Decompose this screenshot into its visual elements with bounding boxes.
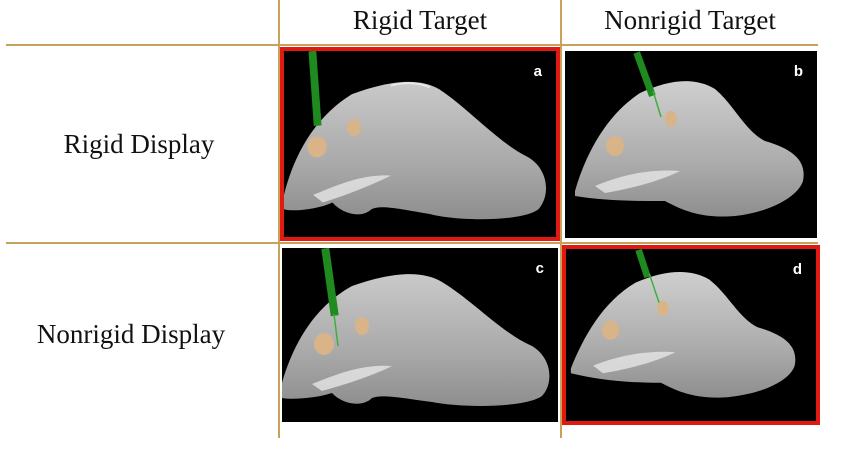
needle-trace bbox=[648, 273, 662, 309]
needle bbox=[633, 51, 656, 97]
model-render-b bbox=[575, 51, 804, 217]
model-underside bbox=[595, 170, 680, 193]
target-sphere-2 bbox=[657, 300, 669, 316]
model-underside bbox=[313, 175, 391, 203]
panel-b: b bbox=[565, 51, 817, 238]
vertical-divider-right bbox=[560, 0, 562, 438]
model-render-a bbox=[284, 51, 547, 220]
target-sphere-2 bbox=[665, 111, 677, 127]
panel-a: a bbox=[280, 47, 560, 241]
model-render-c bbox=[282, 248, 550, 406]
needle bbox=[635, 249, 651, 279]
needle-trace bbox=[333, 313, 339, 347]
model-underside bbox=[312, 365, 392, 391]
panel-d: d bbox=[562, 245, 820, 425]
panel-label-a: a bbox=[533, 63, 542, 80]
target-sphere-1 bbox=[601, 320, 620, 340]
model-render-d bbox=[570, 249, 796, 398]
panel-label-b: b bbox=[793, 63, 803, 80]
target-sphere-2 bbox=[347, 119, 361, 137]
horizontal-divider-middle bbox=[6, 242, 818, 244]
column-header-rigid-target: Rigid Target bbox=[352, 5, 488, 35]
needle bbox=[321, 248, 339, 317]
needle bbox=[308, 51, 322, 126]
target-sphere-2 bbox=[355, 317, 369, 335]
panel-label-d: d bbox=[792, 261, 802, 278]
horizontal-divider-top bbox=[6, 44, 818, 46]
needle-trace bbox=[652, 90, 662, 118]
column-header-nonrigid-target: Nonrigid Target bbox=[604, 5, 776, 35]
target-sphere-1 bbox=[606, 136, 624, 156]
panel-label-c: c bbox=[535, 260, 544, 277]
target-sphere-1 bbox=[314, 333, 334, 355]
vertical-divider-left bbox=[278, 0, 280, 438]
model-underside bbox=[593, 351, 676, 374]
row-header-rigid-display: Rigid Display bbox=[63, 129, 215, 159]
panel-c: c bbox=[282, 248, 558, 422]
target-sphere-1 bbox=[307, 136, 327, 158]
model-ridge bbox=[390, 82, 431, 89]
row-header-nonrigid-display: Nonrigid Display bbox=[36, 319, 226, 349]
